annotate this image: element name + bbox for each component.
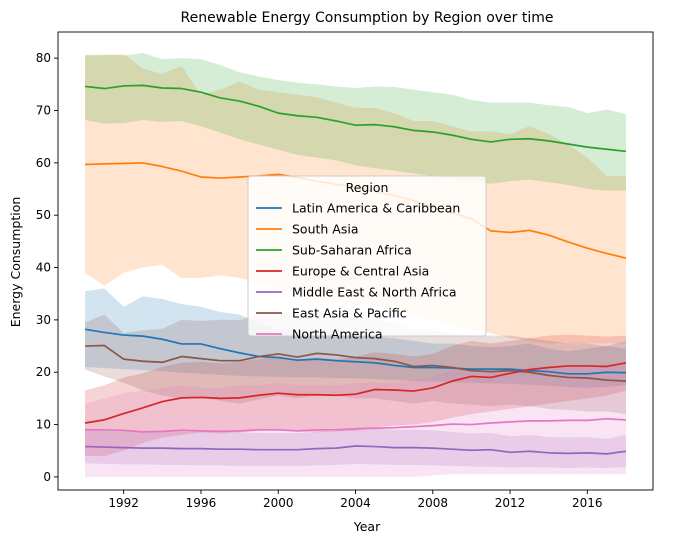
y-tick-label: 40: [36, 261, 51, 275]
band-sub-saharan-africa: [85, 52, 626, 191]
legend-label-europe-and-central-asia: Europe & Central Asia: [292, 264, 429, 279]
series-line-middle-east-and-north-africa: [85, 445, 627, 455]
y-tick-label: 30: [36, 313, 51, 327]
y-tick-label: 70: [36, 104, 51, 118]
y-tick-label: 50: [36, 208, 51, 222]
legend-label-south-asia: South Asia: [292, 222, 359, 237]
x-axis-ticks: 1992 1996 2000 2004 2008 2012 2016: [108, 490, 603, 510]
legend: Region Latin America & Caribbean South As…: [247, 175, 487, 342]
legend-label-latin-america-and-caribbean: Latin America & Caribbean: [292, 201, 460, 216]
y-axis-label: Energy Consumption: [8, 197, 23, 328]
x-tick-label: 1996: [186, 496, 217, 510]
legend-label-north-america: North America: [292, 327, 383, 342]
x-tick-label: 2008: [417, 496, 448, 510]
confidence-bands: [85, 52, 626, 477]
series-line-latin-america-and-caribbean: [84, 328, 626, 375]
y-axis-ticks: 0 10 20 30 40 50 60 70 80: [36, 51, 58, 484]
band-middle-east-and-north-africa: [85, 428, 626, 469]
legend-label-sub-saharan-africa: Sub-Saharan Africa: [292, 243, 412, 258]
band-europe-and-central-asia: [85, 334, 626, 456]
band-latin-america-and-caribbean: [85, 288, 626, 388]
y-tick-label: 10: [36, 418, 51, 432]
legend-label-middle-east-and-north-africa: Middle East & North Africa: [292, 285, 457, 300]
legend-box: [247, 175, 487, 337]
x-tick-label: 2000: [263, 496, 294, 510]
series-line-sub-saharan-africa: [84, 84, 627, 153]
x-tick-label: 2004: [340, 496, 371, 510]
legend-items: Latin America & Caribbean South Asia Sub-S…: [256, 201, 460, 342]
series-line-europe-and-central-asia: [84, 361, 627, 424]
y-tick-label: 20: [36, 365, 51, 379]
y-tick-label: 0: [43, 470, 51, 484]
x-axis-label: Year: [353, 519, 381, 534]
series-lines: [84, 84, 627, 455]
legend-title: Region: [346, 180, 389, 195]
x-tick-label: 1992: [108, 496, 139, 510]
x-tick-label: 2012: [495, 496, 526, 510]
chart-title: Renewable Energy Consumption by Region o…: [180, 10, 553, 26]
y-tick-label: 60: [36, 156, 51, 170]
y-tick-label: 80: [36, 51, 51, 65]
x-tick-label: 2016: [572, 496, 603, 510]
series-line-north-america: [85, 417, 626, 433]
band-east-asia-and-pacific: [85, 312, 626, 415]
legend-label-east-asia-and-pacific: East Asia & Pacific: [292, 306, 407, 321]
series-line-east-asia-and-pacific: [85, 344, 626, 382]
